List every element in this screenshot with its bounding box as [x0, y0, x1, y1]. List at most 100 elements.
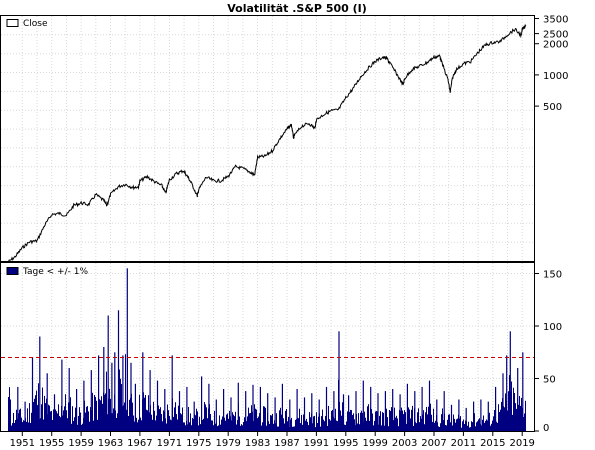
- volatility-bar: [257, 418, 258, 431]
- volatility-bar: [393, 420, 394, 431]
- x-tick-label: 2007: [421, 438, 446, 449]
- volatility-bar: [446, 425, 447, 431]
- volatility-bar: [399, 394, 401, 432]
- volatility-bar: [410, 418, 411, 431]
- volatility-bar: [90, 370, 92, 431]
- volatility-bar: [117, 413, 118, 431]
- volatility-bar: [221, 419, 222, 431]
- x-tick-label: 1999: [362, 438, 387, 449]
- close-line: [7, 23, 527, 263]
- volatility-bar: [515, 403, 516, 431]
- x-tick-label: 1959: [68, 438, 93, 449]
- volatility-bar: [204, 402, 205, 431]
- volatility-bar: [149, 370, 151, 431]
- volatility-bar: [183, 422, 184, 431]
- volatility-bar: [178, 405, 179, 431]
- bottom-panel-grid: [1, 263, 534, 431]
- volatility-bar: [77, 424, 78, 431]
- volatility-bar: [144, 397, 145, 431]
- volatility-bar: [379, 415, 380, 431]
- volatility-bar: [31, 412, 32, 431]
- volatility-bar: [278, 426, 279, 431]
- volatility-bar: [428, 380, 431, 431]
- volatility-bar: [158, 405, 159, 431]
- volatility-bar: [215, 399, 217, 431]
- volatility-bar: [46, 373, 48, 432]
- volatility-bar: [198, 425, 199, 431]
- volatility-bar: [8, 397, 9, 431]
- volatility-bar: [305, 420, 306, 431]
- volatility-bar: [75, 407, 76, 431]
- volatility-bar: [67, 418, 68, 431]
- volatility-bar: [362, 380, 364, 431]
- volatility-bar: [353, 413, 354, 431]
- volatility-bar: [279, 410, 280, 431]
- volatility-bar: [486, 419, 487, 431]
- volatility-bar: [366, 420, 367, 431]
- volatility-bar: [28, 422, 29, 431]
- volatility-bar: [232, 412, 233, 431]
- volatility-bar: [9, 399, 11, 431]
- volatility-bar: [435, 420, 436, 431]
- volatility-bar: [137, 422, 138, 431]
- volatility-bar: [285, 410, 286, 431]
- volatility-bar: [176, 414, 177, 431]
- volatility-bar: [426, 406, 427, 431]
- volatility-bar: [190, 413, 191, 431]
- volatility-bar: [517, 368, 519, 431]
- volatility-bar: [267, 393, 269, 431]
- volatility-bar: [186, 386, 188, 431]
- volatility-bar: [347, 411, 348, 431]
- volatility-bar: [59, 416, 60, 431]
- volatility-bar: [145, 395, 146, 431]
- volatility-bar: [147, 410, 148, 431]
- top-y-tick-label: 2000: [543, 40, 568, 51]
- volatility-bar: [323, 419, 324, 431]
- volatility-bar: [152, 419, 153, 431]
- volatility-bar: [159, 409, 160, 431]
- volatility-bar: [492, 420, 493, 431]
- volatility-bar: [465, 420, 466, 431]
- volatility-bar: [128, 416, 129, 431]
- volatility-bar: [311, 393, 313, 431]
- volatility-bar: [116, 418, 117, 431]
- volatility-bar: [89, 421, 90, 431]
- volatility-bar: [229, 410, 230, 431]
- volatility-bar: [452, 425, 453, 431]
- volatility-bar: [101, 396, 102, 431]
- volatility-bar: [132, 402, 133, 431]
- volatility-bar: [286, 409, 287, 431]
- volatility-bar: [173, 416, 174, 431]
- volatility-bar: [470, 427, 471, 431]
- volatility-bar: [103, 347, 105, 431]
- volatility-bar: [280, 407, 281, 431]
- volatility-bar: [36, 390, 37, 431]
- volatility-bar: [521, 397, 522, 431]
- volatility-bar: [156, 415, 157, 431]
- volatility-bar: [213, 425, 214, 431]
- volatility-bar: [44, 395, 45, 431]
- volatility-bar: [405, 412, 406, 431]
- volatility-bar: [352, 415, 353, 431]
- volatility-bar: [206, 407, 207, 431]
- volatility-bar: [335, 408, 336, 431]
- volatility-bar: [234, 416, 235, 431]
- volatility-bar: [338, 331, 340, 432]
- x-axis: 1951 1955 1959 1963 1967 1971 1975 1979 1983 1987…: [10, 431, 535, 449]
- volatility-bar: [124, 402, 125, 431]
- volatility-bar: [469, 427, 470, 431]
- volatility-bar: [485, 420, 486, 431]
- volatility-bar: [119, 369, 120, 431]
- volatility-bar: [262, 422, 263, 431]
- volatility-bar: [310, 417, 311, 431]
- volatility-bar: [455, 422, 456, 431]
- volatility-bar: [441, 414, 442, 431]
- volatility-bar: [134, 383, 136, 432]
- volatility-bar: [29, 403, 30, 431]
- bars-legend-label: Tage < +/- 1%: [22, 267, 88, 277]
- volatility-bar: [143, 392, 144, 431]
- top-panel-frame: [0, 15, 535, 262]
- volatility-bar: [129, 399, 130, 431]
- volatility-bar: [56, 411, 57, 431]
- volatility-bar: [222, 416, 223, 431]
